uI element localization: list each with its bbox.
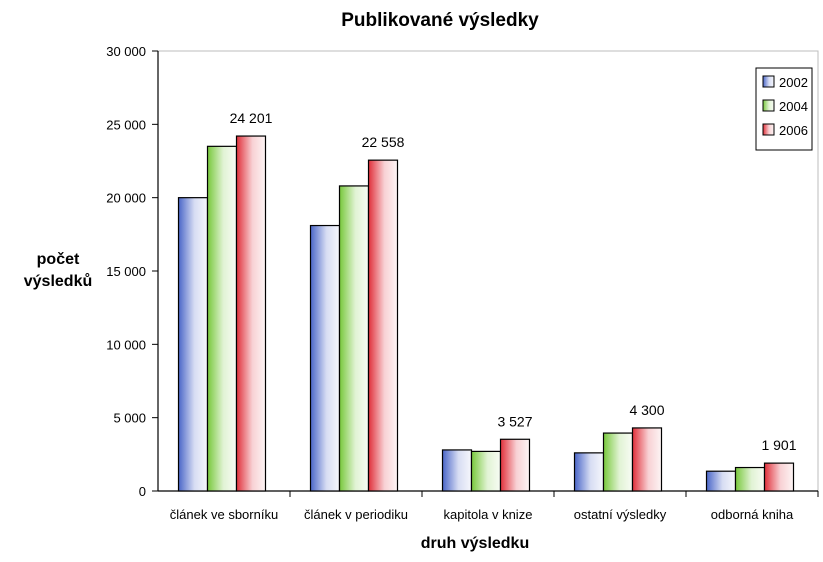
bar-2006-odborna-kniha xyxy=(763,462,795,492)
data-label-ostatni-vysledky: 4 300 xyxy=(629,402,664,418)
data-label-clanek-ve-sborniku: 24 201 xyxy=(230,110,273,126)
x-tick-label-clanek-ve-sborniku: článek ve sborníku xyxy=(170,507,278,522)
data-label-kapitola-v-knize: 3 527 xyxy=(497,413,532,429)
y-tick-label: 10 000 xyxy=(106,337,146,352)
legend-swatch-2006 xyxy=(762,123,775,136)
bar-2004-kapitola-v-knize xyxy=(470,450,502,492)
bar-2002-odborna-kniha xyxy=(705,470,737,492)
legend-label-2006: 2006 xyxy=(779,123,808,138)
bar-2006-clanek-ve-sborniku xyxy=(235,135,267,492)
data-label-odborna-kniha: 1 901 xyxy=(761,437,796,453)
y-tick-label: 20 000 xyxy=(106,191,146,206)
bar-2002-clanek-ve-sborniku xyxy=(177,197,209,492)
bar-2006-clanek-v-periodiku xyxy=(367,159,399,492)
bar-2002-ostatni-vysledky xyxy=(573,452,605,492)
plot-area: 0 5 000 10 000 15 000 20 000 25 000 30 000 člán… xyxy=(106,44,819,522)
bar-2004-clanek-v-periodiku xyxy=(338,185,370,492)
y-tick-label: 25 000 xyxy=(106,117,146,132)
x-tick-label-odborna-kniha: odborná kniha xyxy=(711,507,794,522)
legend-label-2002: 2002 xyxy=(779,75,808,90)
y-tick-label: 5 000 xyxy=(113,411,146,426)
bar-2002-kapitola-v-knize xyxy=(441,449,473,492)
y-axis-title-line-2: výsledků xyxy=(24,273,92,290)
x-axis-title: druh výsledku xyxy=(421,535,529,552)
data-label-clanek-v-periodiku: 22 558 xyxy=(362,134,405,150)
bar-2004-odborna-kniha xyxy=(734,466,766,492)
bar-2002-clanek-v-periodiku xyxy=(309,224,341,492)
bar-2004-ostatni-vysledky xyxy=(602,432,634,492)
legend-label-2004: 2004 xyxy=(779,99,808,114)
legend-swatch-2004 xyxy=(762,99,775,112)
y-tick-label: 30 000 xyxy=(106,44,146,59)
x-tick-label-ostatni-vysledky: ostatní výsledky xyxy=(574,507,667,522)
chart-title: Publikované výsledky xyxy=(341,10,539,31)
x-tick-label-clanek-v-periodiku: článek v periodiku xyxy=(304,507,408,522)
y-axis-title-line-1: počet xyxy=(37,251,80,268)
y-tick-label: 0 xyxy=(139,484,146,499)
bar-2006-kapitola-v-knize xyxy=(499,438,531,492)
x-tick-label-kapitola-v-knize: kapitola v knize xyxy=(444,507,533,522)
legend: 2002 2004 2006 xyxy=(755,67,813,151)
bar-2006-ostatni-vysledky xyxy=(631,427,663,492)
legend-swatch-2002 xyxy=(762,75,775,88)
y-tick-label: 15 000 xyxy=(106,264,146,279)
bar-2004-clanek-ve-sborniku xyxy=(206,145,238,492)
